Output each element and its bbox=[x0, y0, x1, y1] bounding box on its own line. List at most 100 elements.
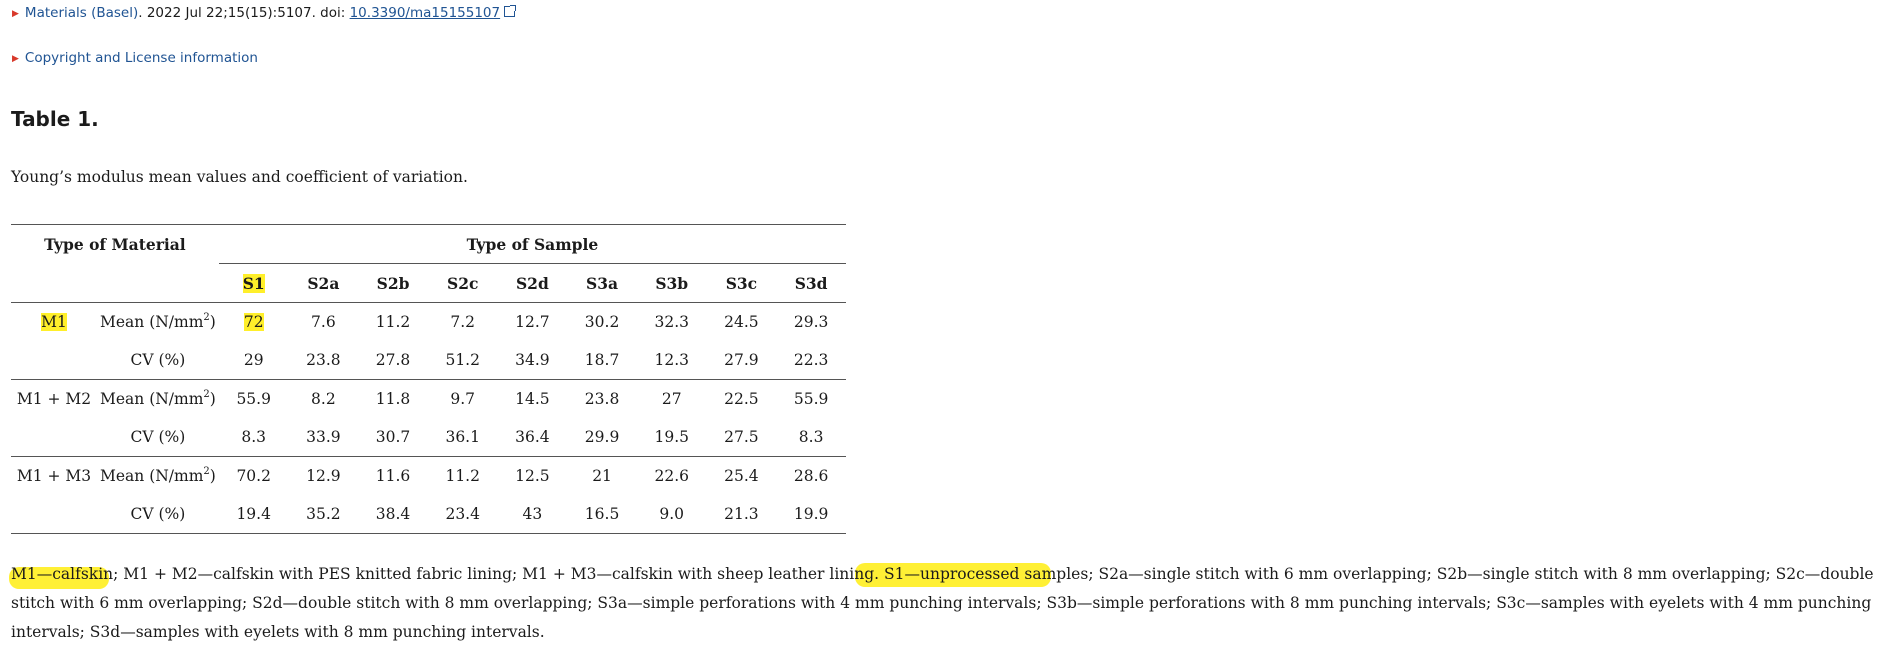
table-caption: Young’s modulus mean values and coeffici… bbox=[11, 168, 468, 186]
footnote-s1: S1—unprocessed sample bbox=[884, 565, 1081, 583]
table-cell: 28.6 bbox=[776, 456, 846, 495]
table-cell: 21 bbox=[567, 456, 637, 495]
table-cell: 12.3 bbox=[654, 351, 689, 369]
sample-header: S3c bbox=[725, 273, 758, 293]
table-cell: 22.3 bbox=[793, 351, 829, 369]
footnote-materials: ; M1 + M2—calfskin with PES knitted fabr… bbox=[113, 565, 885, 583]
material-label: M1 + M2 bbox=[11, 379, 97, 418]
footnote-samples: s; S2a—single stitch with 6 mm overlappi… bbox=[11, 565, 1874, 641]
table-cell: 34.9 bbox=[515, 351, 550, 369]
table-cell: 27 bbox=[636, 379, 707, 418]
mean-label: Mean (N/mm2) bbox=[97, 379, 219, 418]
table-row: CV (%) 8.3 33.9 30.7 36.1 36.4 29.9 19.5… bbox=[11, 418, 846, 457]
table-cell: 30.7 bbox=[375, 428, 411, 446]
mean-label: Mean (N/mm2) bbox=[97, 302, 219, 341]
table-cell: 29.3 bbox=[776, 302, 846, 341]
mean-label: Mean (N/mm2) bbox=[97, 456, 219, 495]
table-cell: 27.5 bbox=[724, 428, 759, 446]
citation-details: . 2022 Jul 22;15(15):5107. doi: bbox=[138, 5, 350, 21]
material-label: M1 + M3 bbox=[11, 456, 97, 495]
sample-header: S3b bbox=[655, 273, 689, 293]
table-cell: 12.9 bbox=[288, 456, 359, 495]
header-type-of-sample: Type of Sample bbox=[218, 224, 846, 264]
table-cell: 24.5 bbox=[706, 302, 777, 341]
data-table: Type of Material Type of Sample S1 S2a S… bbox=[11, 224, 846, 534]
table-cell: 70.2 bbox=[218, 456, 289, 495]
table-header-row: Type of Material Type of Sample bbox=[11, 224, 846, 264]
table-cell: 33.9 bbox=[306, 428, 341, 446]
table-cell: 38.4 bbox=[358, 495, 428, 534]
table-cell: 21.3 bbox=[706, 495, 777, 534]
table-cell: 19.4 bbox=[218, 495, 289, 534]
table-cell: 36.1 bbox=[445, 428, 480, 446]
sample-header: S1 bbox=[242, 273, 265, 293]
highlighter-stroke bbox=[855, 563, 1051, 587]
expand-triangle-icon[interactable]: ▶ bbox=[12, 54, 19, 64]
table-footnote: M1—calfskin; M1 + M2—calfskin with PES k… bbox=[11, 560, 1881, 647]
table-cell: 11.2 bbox=[427, 456, 498, 495]
table-cell: 9.0 bbox=[636, 495, 707, 534]
table-row: M1 + M2 Mean (N/mm2) 55.9 8.2 11.8 9.7 1… bbox=[11, 379, 846, 418]
table-cell: 11.8 bbox=[358, 379, 428, 418]
sample-header: S2c bbox=[447, 273, 479, 293]
table-cell: 29 bbox=[243, 351, 264, 369]
table-cell: 23.8 bbox=[306, 351, 341, 369]
sample-header-row: S1 S2a S2b S2c S2d S3a S3b S3c S3d bbox=[11, 264, 846, 303]
external-link-icon bbox=[504, 5, 517, 17]
citation-line: ▶ Materials (Basel). 2022 Jul 22;15(15):5… bbox=[12, 5, 517, 21]
sample-header: S2d bbox=[515, 273, 549, 293]
table-cell: 22.5 bbox=[706, 379, 777, 418]
sample-header: S3a bbox=[586, 273, 619, 293]
table-cell: 7.6 bbox=[288, 302, 359, 341]
doi-link[interactable]: 10.3390/ma15155107 bbox=[349, 5, 501, 21]
table-cell: 8.3 bbox=[241, 428, 267, 446]
table-row: CV (%) 19.4 35.2 38.4 23.4 43 16.5 9.0 2… bbox=[11, 495, 846, 534]
footnote-m1: M1—calfskin bbox=[11, 565, 114, 583]
table-cell: 27.9 bbox=[724, 351, 759, 369]
table-cell: 29.9 bbox=[584, 428, 620, 446]
table-cell: 35.2 bbox=[288, 495, 359, 534]
table-cell: 30.2 bbox=[567, 302, 637, 341]
cv-label: CV (%) bbox=[130, 428, 186, 446]
table-cell: 7.2 bbox=[427, 302, 498, 341]
expand-triangle-icon[interactable]: ▶ bbox=[12, 9, 19, 19]
table-cell: 25.4 bbox=[706, 456, 777, 495]
highlighter-stroke bbox=[9, 567, 109, 589]
table-cell: 23.4 bbox=[427, 495, 498, 534]
material-label: M1 bbox=[11, 302, 97, 341]
table-cell: 55.9 bbox=[218, 379, 289, 418]
table-cell: 55.9 bbox=[776, 379, 846, 418]
cv-label: CV (%) bbox=[130, 351, 186, 369]
table-cell: 43 bbox=[497, 495, 568, 534]
table-cell: 8.2 bbox=[288, 379, 359, 418]
table-cell: 22.6 bbox=[636, 456, 707, 495]
table-cell: 19.9 bbox=[776, 495, 846, 534]
table-cell: 14.5 bbox=[497, 379, 568, 418]
license-link[interactable]: Copyright and License information bbox=[24, 50, 258, 66]
table-cell: 23.8 bbox=[567, 379, 637, 418]
table-cell: 36.4 bbox=[515, 428, 550, 446]
table-cell: 51.2 bbox=[445, 351, 480, 369]
table-row: M1 Mean (N/mm2) 72 7.6 11.2 7.2 12.7 30.… bbox=[11, 302, 846, 341]
table-cell: 11.2 bbox=[358, 302, 428, 341]
license-line[interactable]: ▶ Copyright and License information bbox=[12, 50, 258, 66]
table-cell: 8.3 bbox=[798, 428, 824, 446]
table-cell: 9.7 bbox=[427, 379, 498, 418]
table-cell: 12.7 bbox=[497, 302, 568, 341]
table-cell: 16.5 bbox=[567, 495, 637, 534]
table-cell: 18.7 bbox=[584, 351, 620, 369]
table-cell: 27.8 bbox=[375, 351, 411, 369]
table-cell: 12.5 bbox=[497, 456, 568, 495]
journal-link[interactable]: Materials (Basel) bbox=[24, 5, 139, 21]
sample-header: S3d bbox=[794, 273, 828, 293]
sample-header: S2b bbox=[376, 273, 410, 293]
table-cell: 19.5 bbox=[654, 428, 689, 446]
table-row: M1 + M3 Mean (N/mm2) 70.2 12.9 11.6 11.2… bbox=[11, 456, 846, 495]
cv-label: CV (%) bbox=[97, 495, 219, 534]
table-title: Table 1. bbox=[11, 107, 99, 131]
sample-header: S2a bbox=[307, 273, 340, 293]
table-cell: 72 bbox=[218, 302, 289, 341]
header-type-of-material: Type of Material bbox=[11, 224, 219, 264]
table-cell: 32.3 bbox=[636, 302, 707, 341]
table-cell: 11.6 bbox=[358, 456, 428, 495]
